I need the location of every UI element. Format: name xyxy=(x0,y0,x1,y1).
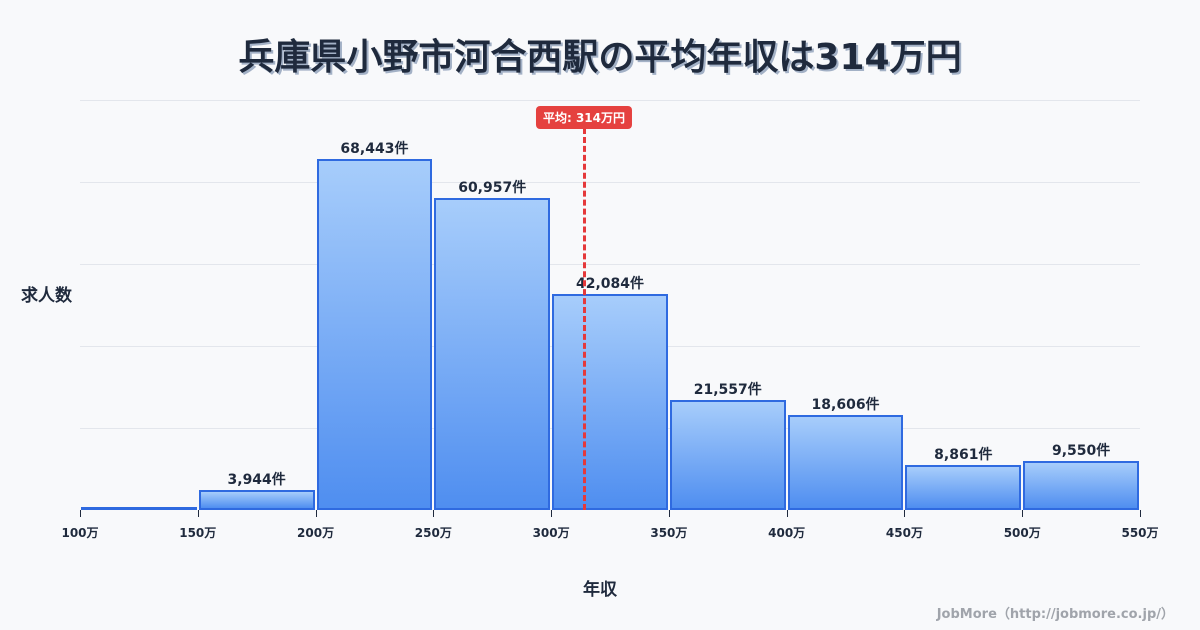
chart-title: 兵庫県小野市河合西駅の平均年収は314万円 xyxy=(238,37,962,78)
histogram-bar xyxy=(669,399,786,510)
histogram-bar xyxy=(198,489,315,510)
gridline xyxy=(80,182,1140,183)
x-tick-label: 350万 xyxy=(650,526,688,540)
x-tick-mark xyxy=(668,510,670,517)
average-badge: 平均: 314万円 xyxy=(535,106,633,129)
x-tick-mark xyxy=(551,510,553,517)
average-line xyxy=(583,128,586,510)
histogram-bar xyxy=(316,159,433,510)
histogram-bar xyxy=(905,464,1022,510)
bar-value-label: 8,861件 xyxy=(934,446,993,463)
histogram-bar xyxy=(787,414,904,510)
x-tick-label: 250万 xyxy=(414,526,452,540)
x-tick-mark xyxy=(433,510,435,517)
bar-value-label: 42,084件 xyxy=(575,276,645,293)
gridline xyxy=(80,264,1140,265)
histogram-bar xyxy=(434,197,551,510)
bar-value-label: 60,957件 xyxy=(458,179,527,196)
gridline xyxy=(80,100,1140,101)
histogram-bar xyxy=(1023,461,1139,510)
x-tick-label: 300万 xyxy=(532,526,570,540)
x-tick-label: 500万 xyxy=(1003,526,1041,540)
x-tick-mark xyxy=(786,510,788,517)
plot-area: 3,944件 68,443件 60,957件 42,084件 21,557件 18,606… xyxy=(80,100,1140,510)
bar-value-label: 3,944件 xyxy=(227,471,286,488)
bar-value-label: 68,443件 xyxy=(340,141,409,158)
x-tick-label: 550万 xyxy=(1121,526,1159,540)
x-tick-label: 450万 xyxy=(885,526,923,540)
x-tick-mark xyxy=(1022,510,1024,517)
x-tick-mark xyxy=(904,510,906,517)
x-tick-mark xyxy=(1140,510,1141,517)
x-tick-label: 100万 xyxy=(61,526,99,540)
x-axis-label: 年収 xyxy=(583,580,617,600)
y-axis-label: 求人数 xyxy=(21,286,72,306)
histogram-bar xyxy=(552,294,668,510)
x-tick-label: 150万 xyxy=(179,526,217,540)
x-tick-label: 200万 xyxy=(297,526,335,540)
x-tick-mark xyxy=(197,510,199,517)
histogram-bar xyxy=(81,507,197,510)
x-tick-mark xyxy=(315,510,317,517)
bar-value-label: 9,550件 xyxy=(1051,443,1111,460)
x-tick-mark xyxy=(80,510,81,517)
x-tick-label: 400万 xyxy=(768,526,806,540)
bar-value-label: 21,557件 xyxy=(693,381,762,398)
bar-value-label: 18,606件 xyxy=(811,396,880,413)
credit-text: JobMore（http://jobmore.co.jp/） xyxy=(936,607,1174,622)
